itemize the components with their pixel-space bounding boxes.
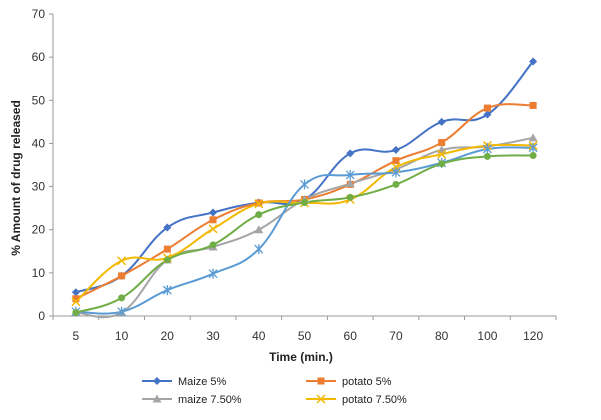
data-point xyxy=(118,272,126,280)
data-point xyxy=(391,167,401,178)
data-point xyxy=(438,160,446,168)
data-point xyxy=(209,241,217,249)
data-point xyxy=(437,117,446,126)
data-point xyxy=(255,211,263,219)
data-point xyxy=(163,223,172,232)
legend-marker-icon xyxy=(317,377,325,385)
data-point xyxy=(118,294,126,302)
x-tick-label: 100 xyxy=(477,329,497,343)
y-axis-title: % Amount of drug released xyxy=(9,100,23,256)
x-tick-label: 50 xyxy=(298,329,312,343)
y-tick-label: 30 xyxy=(32,180,46,194)
y-tick-label: 40 xyxy=(32,136,46,150)
x-axis-title: Time (min.) xyxy=(269,350,333,364)
data-point xyxy=(71,297,81,307)
data-point xyxy=(209,216,217,224)
data-point xyxy=(208,224,218,234)
data-point xyxy=(301,199,308,207)
series-line xyxy=(75,136,534,319)
data-point xyxy=(528,142,538,153)
data-point xyxy=(482,144,492,155)
x-tick-label: 20 xyxy=(161,329,175,343)
data-point xyxy=(437,149,447,159)
data-point xyxy=(529,152,537,160)
x-tick-label: 30 xyxy=(206,329,220,343)
data-point xyxy=(483,110,492,119)
legend-label: potato 5% xyxy=(342,376,392,388)
data-point xyxy=(345,169,355,180)
data-point xyxy=(345,179,355,188)
data-point xyxy=(72,309,80,317)
data-point xyxy=(254,199,264,209)
x-tick-label: 120 xyxy=(523,329,543,343)
y-tick-label: 70 xyxy=(32,7,46,21)
data-point xyxy=(483,104,491,112)
x-tick-label: 60 xyxy=(344,329,358,343)
data-point xyxy=(117,256,127,266)
legend-label: potato 7.50% xyxy=(342,394,407,406)
data-point xyxy=(163,256,171,264)
data-point xyxy=(162,285,172,296)
legend-item: maize 7.50% xyxy=(142,394,242,406)
y-tick-label: 20 xyxy=(32,223,46,237)
legend-item: Maize 5% xyxy=(142,376,227,388)
x-tick-label: 70 xyxy=(389,329,403,343)
series-markers xyxy=(71,57,538,317)
x-tick-label: 10 xyxy=(115,329,129,343)
x-axis-ticks: 5 10 20 30 40 50 60 70 80 100 120 xyxy=(52,316,557,343)
data-point xyxy=(209,208,218,217)
data-point xyxy=(483,152,491,160)
y-tick-label: 0 xyxy=(38,309,45,323)
data-point xyxy=(528,133,538,142)
y-tick-label: 10 xyxy=(32,266,46,280)
data-point xyxy=(438,139,446,147)
legend-marker-icon xyxy=(152,394,162,403)
data-point xyxy=(392,157,400,165)
legend: Maize 5% potato 5% maize 7.50% potato 7.50% xyxy=(142,376,407,406)
legend-item: potato 5% xyxy=(306,376,392,388)
legend-label: Maize 5% xyxy=(178,376,227,388)
x-tick-label: 40 xyxy=(252,329,266,343)
y-tick-label: 60 xyxy=(32,50,46,64)
x-tick-label: 80 xyxy=(435,329,449,343)
data-point xyxy=(71,288,80,297)
data-point xyxy=(254,244,264,255)
data-point xyxy=(391,145,400,154)
y-tick-label: 50 xyxy=(32,93,46,107)
data-point xyxy=(346,193,354,201)
data-point xyxy=(208,268,218,279)
y-axis xyxy=(52,14,556,317)
data-point xyxy=(254,225,264,234)
data-point xyxy=(529,101,537,109)
data-point xyxy=(72,295,80,303)
y-axis-ticks: 0 10 20 30 40 50 60 70 xyxy=(32,7,53,323)
legend-marker-icon xyxy=(153,377,161,385)
legend-item: potato 7.50% xyxy=(306,394,407,406)
legend-label: maize 7.50% xyxy=(178,394,242,406)
data-point xyxy=(529,57,538,66)
data-point xyxy=(300,179,309,190)
legend-marker-icon xyxy=(316,394,326,404)
data-point xyxy=(392,180,400,188)
data-point xyxy=(117,306,127,317)
data-point xyxy=(163,245,171,253)
data-point xyxy=(346,149,355,158)
x-tick-label: 5 xyxy=(73,329,80,343)
